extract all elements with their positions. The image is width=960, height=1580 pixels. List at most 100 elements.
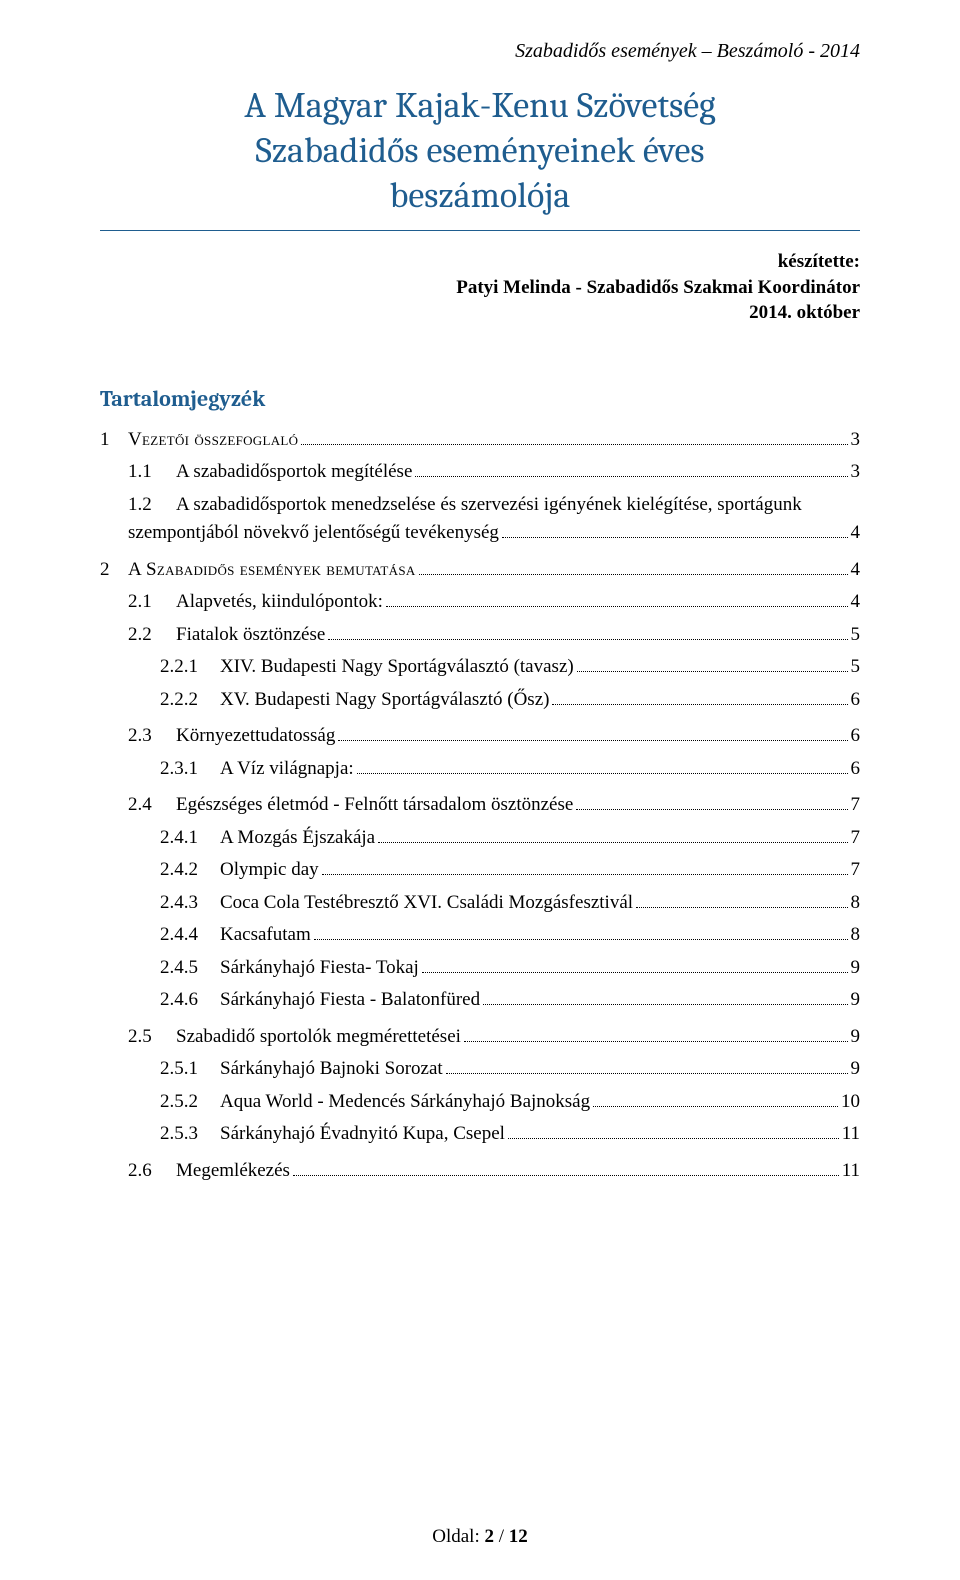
toc-entry[interactable]: 2.4.3Coca Cola Testébresztő XVI. Családi…: [100, 889, 860, 918]
toc-heading: Tartalomjegyzék: [100, 386, 860, 412]
toc-entry-page: 9: [851, 1055, 861, 1084]
toc-leader: [446, 1056, 848, 1074]
toc-entry-text: XIV. Budapesti Nagy Sportágválasztó (tav…: [220, 653, 574, 682]
toc-entry[interactable]: 2.5Szabadidő sportolók megmérettetései9: [100, 1023, 860, 1052]
toc-entry[interactable]: 2.1Alapvetés, kiindulópontok: 4: [100, 588, 860, 617]
toc-leader: [636, 890, 847, 908]
toc-entry-page: 9: [851, 954, 861, 983]
toc-entry[interactable]: 1.1A szabadidősportok megítélése3: [100, 458, 860, 487]
toc-entry-text: Sárkányhajó Fiesta - Balatonfüred: [220, 986, 480, 1015]
running-header: Szabadidős események – Beszámoló - 2014: [100, 40, 860, 63]
toc-entry[interactable]: 2.5.3Sárkányhajó Évadnyitó Kupa, Csepel 1…: [100, 1120, 860, 1149]
toc-entry-page: 3: [851, 426, 861, 455]
toc-entry-number: 2.4: [128, 791, 176, 820]
toc-entry-text: Coca Cola Testébresztő XVI. Családi Mozg…: [220, 889, 633, 918]
toc-entry-text: Sárkányhajó Bajnoki Sorozat: [220, 1055, 443, 1084]
toc-leader: [357, 756, 848, 774]
toc-leader: [502, 520, 848, 538]
toc-entry-number: 2.4.3: [160, 889, 220, 918]
toc-entry-number: 2.3.1: [160, 755, 220, 784]
toc-entry[interactable]: 2.5.1Sárkányhajó Bajnoki Sorozat 9: [100, 1055, 860, 1084]
author-block: készítette: Patyi Melinda - Szabadidős S…: [100, 249, 860, 326]
toc-entry-page: 11: [842, 1120, 860, 1149]
toc-leader: [552, 687, 847, 705]
toc-entry-page: 7: [851, 824, 861, 853]
toc-entry-page: 3: [851, 458, 861, 487]
prepared-by-label: készítette:: [100, 249, 860, 275]
toc-entry-number: 2.5: [128, 1023, 176, 1052]
toc-entry-number: 2.1: [128, 588, 176, 617]
toc-entry-number: 2.4.1: [160, 824, 220, 853]
toc-leader: [378, 825, 847, 843]
toc-entry-page: 6: [851, 722, 861, 751]
footer-separator: /: [499, 1526, 504, 1547]
toc-entry-text: Sárkányhajó Évadnyitó Kupa, Csepel: [220, 1120, 505, 1149]
toc-entry-page: 4: [851, 588, 861, 617]
toc-entry-number: 2.4.6: [160, 986, 220, 1015]
toc-entry[interactable]: 2.4.6Sárkányhajó Fiesta - Balatonfüred9: [100, 986, 860, 1015]
toc-entry[interactable]: 2.2.2XV. Budapesti Nagy Sportágválasztó …: [100, 686, 860, 715]
toc-entry[interactable]: 2.3.1A Víz világnapja: 6: [100, 755, 860, 784]
toc-entry[interactable]: 1.2A szabadidősportok menedzselése és sz…: [100, 491, 860, 548]
toc-entry[interactable]: 2.5.2Aqua World - Medencés Sárkányhajó B…: [100, 1088, 860, 1117]
toc-entry-page: 6: [851, 755, 861, 784]
toc-entry-number: 2.4.2: [160, 856, 220, 885]
toc-entry-text: Alapvetés, kiindulópontok:: [176, 588, 383, 617]
toc-entry-text: A szabadidősportok megítélése: [176, 458, 412, 487]
toc-entry-page: 4: [851, 519, 861, 548]
toc-entry-number: 2.5.3: [160, 1120, 220, 1149]
footer-current-page: 2: [484, 1526, 494, 1547]
toc-entry-text: A Szabadidős események bemutatása: [128, 556, 416, 585]
toc-entry-number: 2.6: [128, 1157, 176, 1186]
toc-entry[interactable]: 2.4.2Olympic day7: [100, 856, 860, 885]
toc-entry[interactable]: 2.4.1A Mozgás Éjszakája 7: [100, 824, 860, 853]
toc-entry-page: 5: [851, 621, 861, 650]
toc-entry[interactable]: 2.4.5Sárkányhajó Fiesta- Tokaj9: [100, 954, 860, 983]
toc-entry-page: 10: [841, 1088, 860, 1117]
toc-entry-page: 4: [851, 556, 861, 585]
toc-leader: [322, 857, 848, 875]
toc-entry-number: 2.2.1: [160, 653, 220, 682]
toc-leader: [508, 1121, 839, 1139]
toc-entry-page: 8: [851, 921, 861, 950]
toc-entry[interactable]: 2.4Egészséges életmód - Felnőtt társadal…: [100, 791, 860, 820]
toc: 1Vezetői összefoglaló31.1A szabadidőspor…: [100, 426, 860, 1186]
toc-leader: [386, 589, 848, 607]
toc-leader: [483, 987, 847, 1005]
toc-entry-page: 6: [851, 686, 861, 715]
toc-leader: [293, 1158, 839, 1176]
toc-leader: [464, 1024, 848, 1042]
toc-leader: [338, 723, 847, 741]
toc-entry-page: 7: [851, 791, 861, 820]
toc-entry-text-cont: szempontjából növekvő jelentőségű tevéke…: [128, 519, 499, 548]
toc-entry[interactable]: 2.4.4Kacsafutam 8: [100, 921, 860, 950]
toc-entry-text: A szabadidősportok menedzselése és szerv…: [176, 494, 802, 515]
toc-entry-text: A Mozgás Éjszakája: [220, 824, 375, 853]
author-name: Patyi Melinda - Szabadidős Szakmai Koord…: [100, 275, 860, 301]
toc-entry[interactable]: 1Vezetői összefoglaló3: [100, 426, 860, 455]
toc-entry-text: Egészséges életmód - Felnőtt társadalom …: [176, 791, 573, 820]
toc-entry-page: 11: [842, 1157, 860, 1186]
toc-entry-number: 2.3: [128, 722, 176, 751]
toc-entry-number: 2.5.1: [160, 1055, 220, 1084]
toc-entry-number: 2.4.4: [160, 921, 220, 950]
toc-leader: [419, 557, 848, 575]
toc-entry[interactable]: 2A Szabadidős események bemutatása4: [100, 556, 860, 585]
title-line-1: A Magyar Kajak-Kenu Szövetség: [100, 83, 860, 128]
toc-leader: [593, 1089, 838, 1107]
toc-entry[interactable]: 2.2Fiatalok ösztönzése5: [100, 621, 860, 650]
toc-entry-text: Sárkányhajó Fiesta- Tokaj: [220, 954, 419, 983]
toc-entry-page: 5: [851, 653, 861, 682]
toc-leader: [577, 654, 848, 672]
toc-entry-text: XV. Budapesti Nagy Sportágválasztó (Ősz): [220, 686, 549, 715]
toc-entry[interactable]: 2.6Megemlékezés11: [100, 1157, 860, 1186]
toc-entry-text: Aqua World - Medencés Sárkányhajó Bajnok…: [220, 1088, 590, 1117]
document-date: 2014. október: [100, 300, 860, 326]
toc-entry-text: A Víz világnapja:: [220, 755, 354, 784]
toc-entry[interactable]: 2.3Környezettudatosság6: [100, 722, 860, 751]
toc-entry-text: Kacsafutam: [220, 921, 311, 950]
toc-leader: [422, 955, 848, 973]
toc-entry[interactable]: 2.2.1XIV. Budapesti Nagy Sportágválasztó…: [100, 653, 860, 682]
toc-entry-page: 8: [851, 889, 861, 918]
toc-leader: [576, 792, 847, 810]
